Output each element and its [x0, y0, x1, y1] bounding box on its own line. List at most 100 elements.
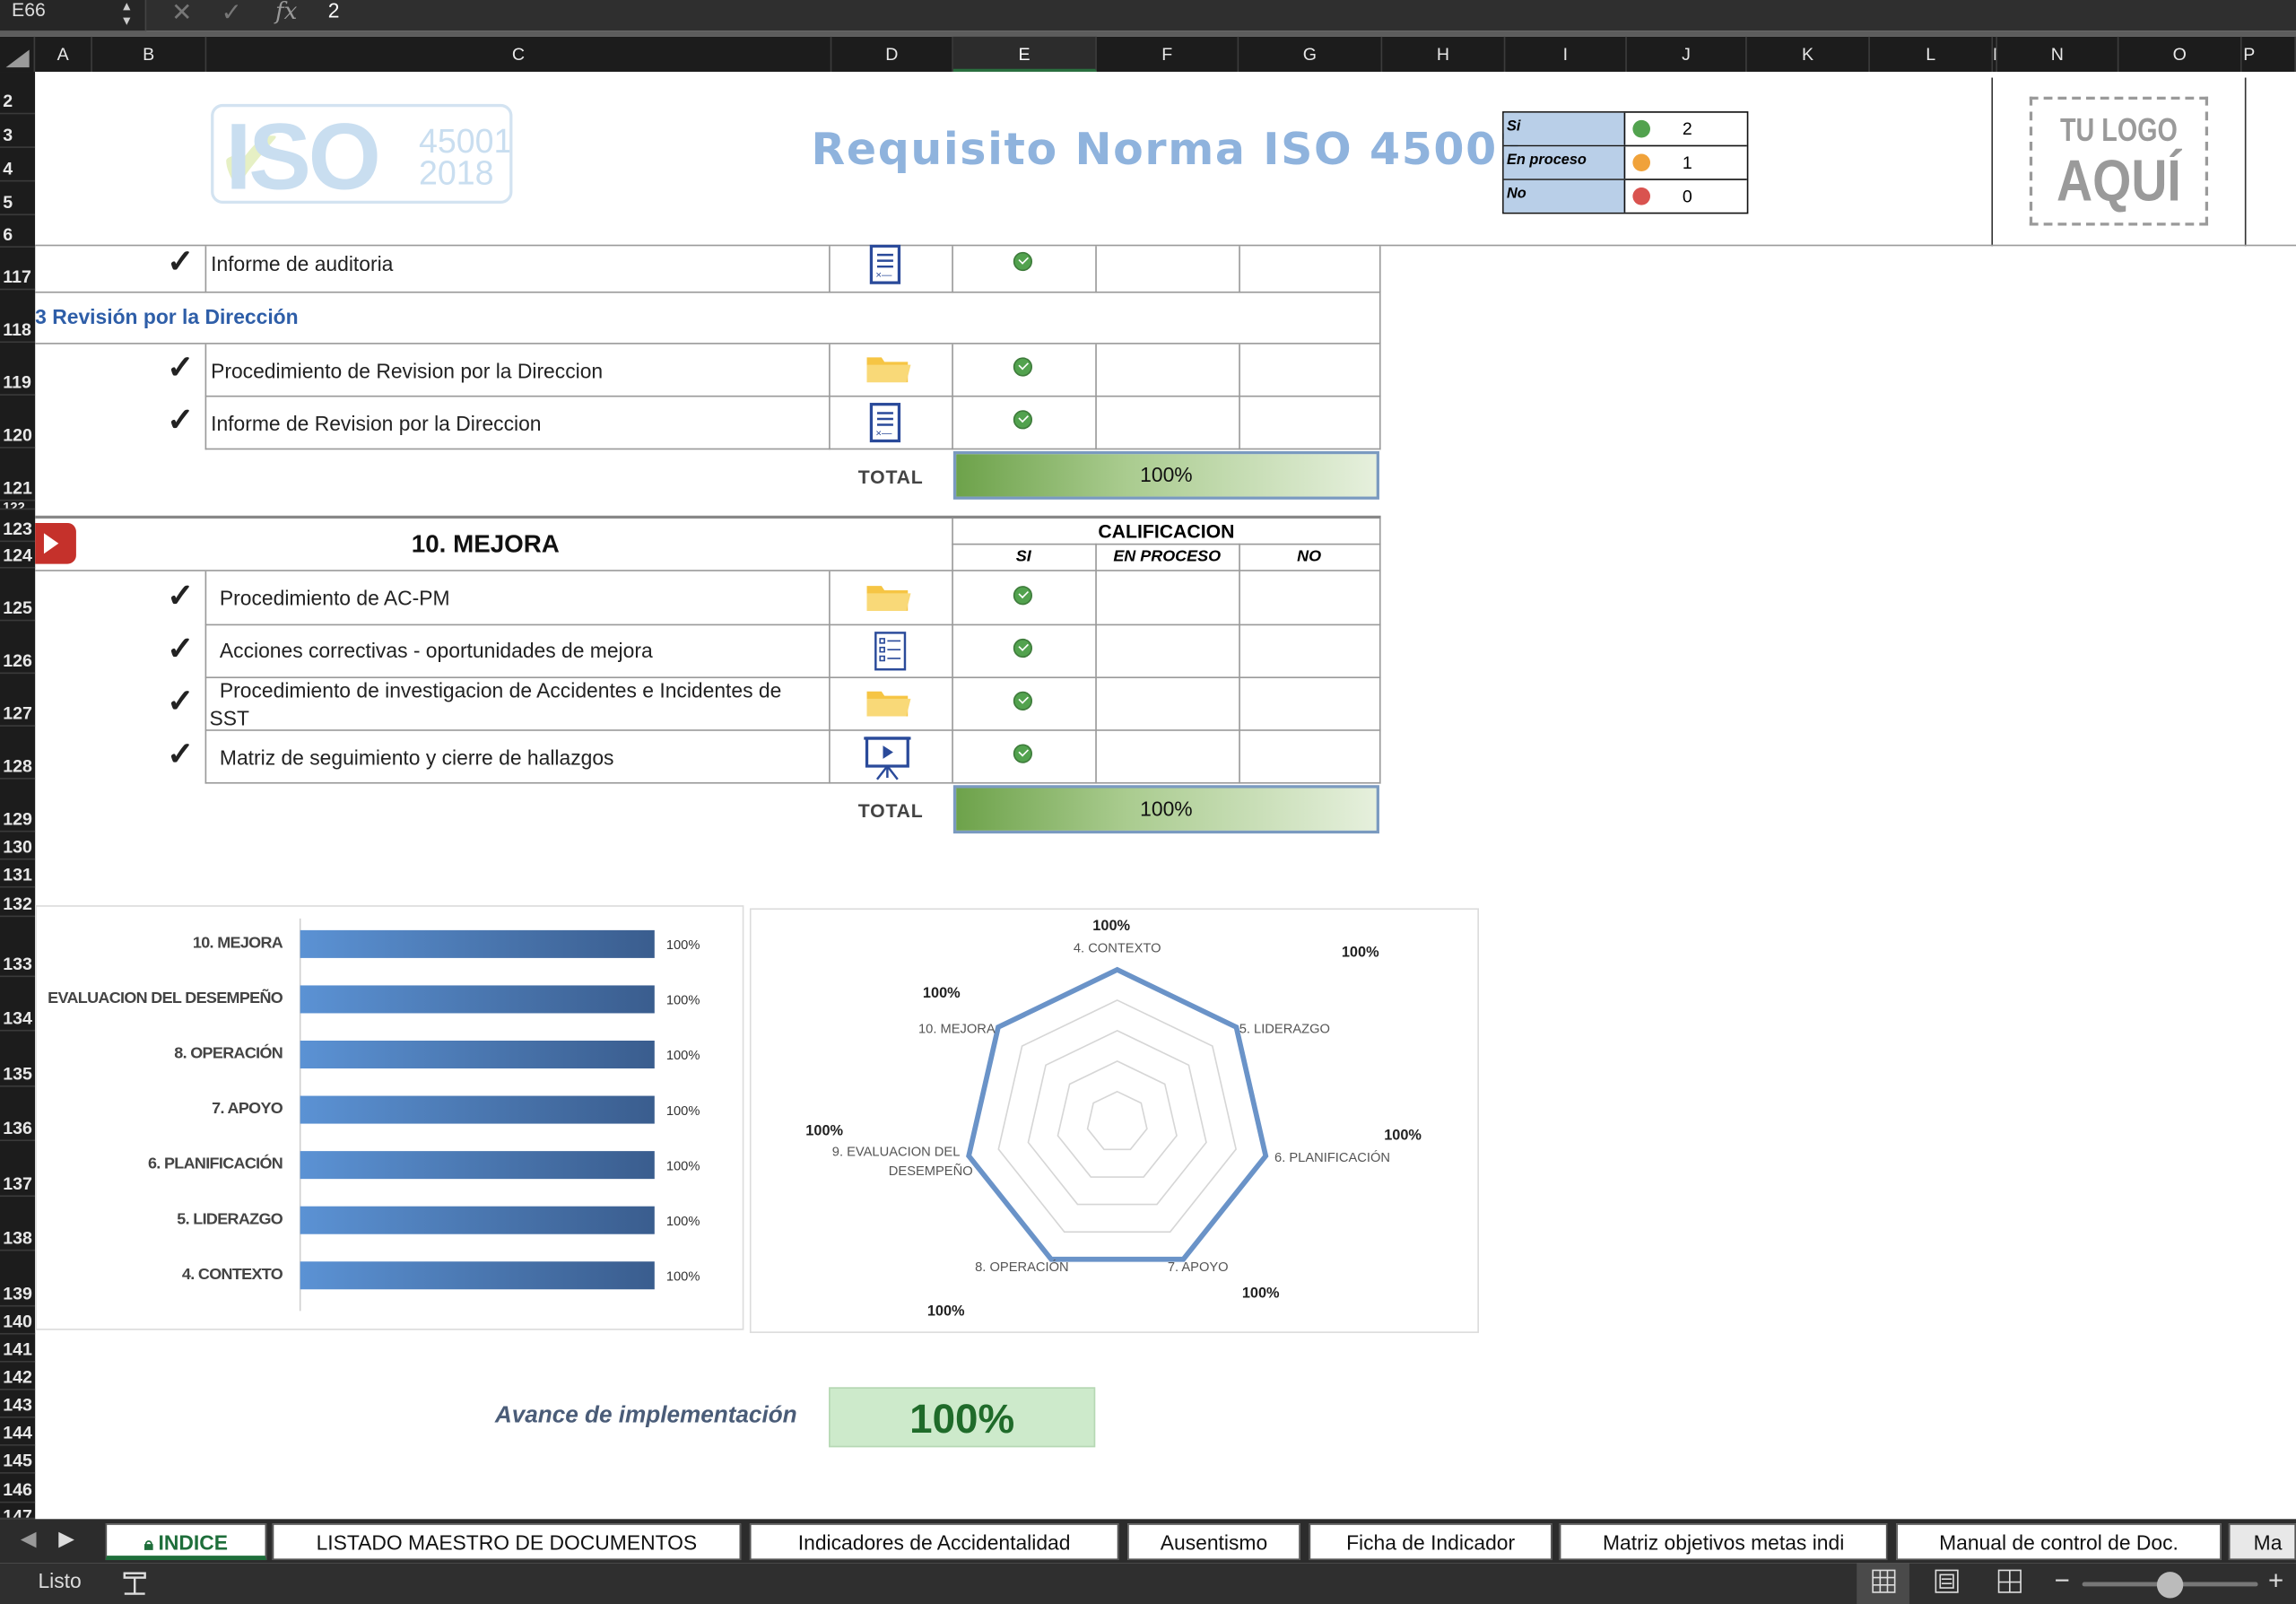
row-header[interactable]: 142	[0, 1363, 36, 1390]
radar-chart[interactable]: 4. CONTEXTO 100% 5. LIDERAZGO 100% 6. PLANIF…	[749, 908, 1479, 1333]
row-header[interactable]: 132	[0, 888, 36, 918]
column-header[interactable]: N	[1997, 36, 2119, 73]
zoom-slider-handle[interactable]	[2156, 1572, 2184, 1599]
row-header[interactable]: 133	[0, 917, 36, 978]
zoom-out-button[interactable]: −	[2054, 1565, 2070, 1596]
presentation-icon[interactable]	[863, 734, 913, 780]
row-header[interactable]: 3	[0, 114, 36, 148]
row-header[interactable]: 143	[0, 1390, 36, 1418]
row-header[interactable]: 131	[0, 860, 36, 888]
row-header[interactable]: 122	[0, 501, 36, 510]
column-header[interactable]: D	[831, 36, 953, 73]
column-header[interactable]: K	[1747, 36, 1870, 73]
row-header[interactable]: 146	[0, 1474, 36, 1504]
tab-listado-maestro[interactable]: LISTADO MAESTRO DE DOCUMENTOS	[272, 1523, 742, 1561]
tab-matriz-objetivos[interactable]: Matriz objetivos metas indi	[1559, 1523, 1888, 1561]
column-header[interactable]: C	[206, 36, 832, 73]
tab-indicadores-accidentalidad[interactable]: Indicadores de Accidentalidad	[749, 1523, 1119, 1561]
row-header[interactable]: 2	[0, 72, 36, 115]
row-header[interactable]: 119	[0, 343, 36, 396]
bar-chart[interactable]: 10. MEJORA 100% EVALUACION DEL DESEMPEÑO 10…	[35, 905, 744, 1330]
normal-view-icon[interactable]	[1872, 1569, 1897, 1594]
radar-value-label: 100%	[1092, 918, 1130, 934]
row-header[interactable]: 136	[0, 1087, 36, 1142]
row-header[interactable]: 128	[0, 727, 36, 780]
zoom-in-button[interactable]: +	[2267, 1565, 2284, 1596]
column-header[interactable]: M	[1993, 36, 1997, 73]
status-ready: Listo	[38, 1568, 82, 1592]
row-header[interactable]: 144	[0, 1418, 36, 1446]
folder-icon[interactable]	[865, 580, 912, 613]
column-header[interactable]: J	[1627, 36, 1747, 73]
row-header[interactable]: 117	[0, 248, 36, 291]
prev-sheet-icon[interactable]: ◀	[20, 1526, 37, 1550]
row-header[interactable]: 124	[0, 542, 36, 569]
tab-ausentismo[interactable]: Ausentismo	[1127, 1523, 1300, 1561]
bar	[300, 1151, 655, 1180]
formula-input[interactable]: 2	[327, 0, 340, 22]
row-header[interactable]: 140	[0, 1307, 36, 1335]
row-header[interactable]: 127	[0, 674, 36, 727]
checklist-icon[interactable]	[874, 632, 907, 671]
radar-gridline	[997, 999, 1238, 1234]
row-header[interactable]: 123	[0, 510, 36, 543]
folder-icon[interactable]	[865, 352, 912, 384]
row-header[interactable]: 125	[0, 569, 36, 622]
radar-value-label: 100%	[805, 1122, 843, 1138]
column-header[interactable]: P	[2242, 36, 2296, 73]
column-header[interactable]: I	[1505, 36, 1627, 73]
row-header[interactable]: 120	[0, 396, 36, 449]
cancel-icon[interactable]: ✕	[171, 0, 193, 27]
confirm-icon[interactable]: ✓	[221, 0, 242, 27]
tab-indice[interactable]: 🔒︎ INDICE	[105, 1523, 267, 1561]
accessibility-icon[interactable]	[122, 1570, 148, 1596]
row-header[interactable]: 126	[0, 621, 36, 675]
row-header[interactable]: 138	[0, 1197, 36, 1251]
page-break-icon[interactable]	[1997, 1569, 2022, 1594]
row-header[interactable]: 4	[0, 148, 36, 182]
row-header[interactable]: 135	[0, 1032, 36, 1087]
report-icon[interactable]: ×—	[868, 401, 903, 445]
tab-manual-control[interactable]: Manual de control de Doc.	[1896, 1523, 2222, 1561]
radar-category-label: 10. MEJORA	[918, 1022, 996, 1036]
column-header[interactable]: O	[2118, 36, 2242, 73]
row-header[interactable]: 121	[0, 449, 36, 501]
legend-row: En proceso 1	[1503, 146, 1747, 180]
radar-category-label: 5. LIDERAZGO	[1239, 1022, 1330, 1036]
row-header[interactable]: 130	[0, 832, 36, 860]
row-header[interactable]: 141	[0, 1335, 36, 1363]
cross-circle-icon	[1632, 187, 1650, 205]
report-icon[interactable]: ×—	[868, 244, 903, 286]
page-layout-icon[interactable]	[1935, 1569, 1960, 1594]
function-icon[interactable]: fx	[274, 0, 298, 25]
row-header[interactable]: 147	[0, 1503, 36, 1520]
name-box-dropdown-icon[interactable]: ▴ ▾	[123, 0, 131, 30]
column-header[interactable]: G	[1239, 36, 1383, 73]
folder-icon[interactable]	[865, 685, 912, 718]
row-header[interactable]: 6	[0, 215, 36, 248]
row-header[interactable]: 5	[0, 181, 36, 216]
row-header[interactable]: 129	[0, 780, 36, 833]
column-header[interactable]: L	[1870, 36, 1994, 73]
column-header[interactable]: H	[1382, 36, 1506, 73]
tab-truncated[interactable]: Ma	[2228, 1523, 2296, 1561]
tab-ficha-indicador[interactable]: Ficha de Indicador	[1309, 1523, 1552, 1561]
radar-value-label: 100%	[1342, 944, 1379, 960]
row-header[interactable]: 139	[0, 1251, 36, 1307]
bar-value-label: 100%	[666, 1104, 700, 1119]
row-header[interactable]: 134	[0, 977, 36, 1032]
row-header[interactable]: 118	[0, 290, 36, 344]
next-sheet-icon[interactable]: ▶	[58, 1526, 74, 1550]
column-header[interactable]: F	[1097, 36, 1239, 73]
play-section-icon[interactable]	[35, 522, 76, 564]
column-header[interactable]: B	[92, 36, 207, 73]
row-header[interactable]: 145	[0, 1446, 36, 1474]
select-all-button[interactable]	[0, 36, 36, 73]
name-box[interactable]: E66	[0, 0, 147, 31]
item-label: Procedimiento de Revision por la Direcci…	[211, 359, 604, 383]
pending-circle-icon	[1632, 153, 1650, 172]
column-header[interactable]: A	[35, 36, 92, 73]
row-header[interactable]: 137	[0, 1141, 36, 1198]
iso-logo: ✔ ISO 45001 2018	[211, 103, 513, 204]
column-header-selected[interactable]: E	[952, 36, 1097, 73]
